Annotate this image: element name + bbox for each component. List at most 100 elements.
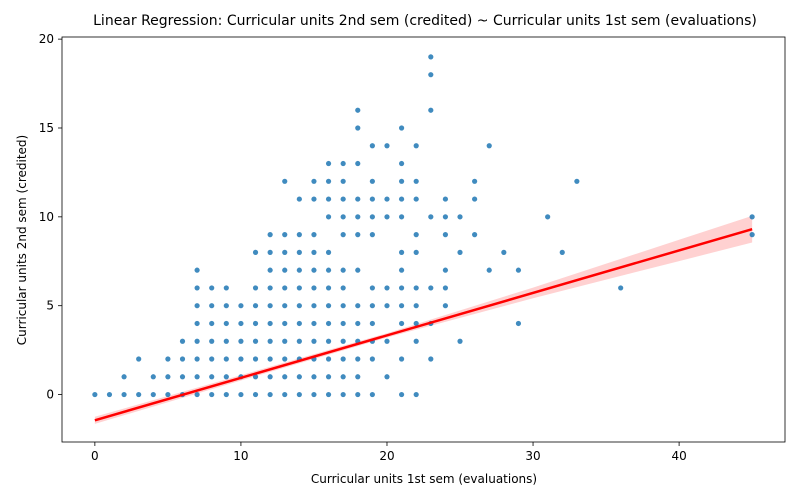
data-point <box>223 374 229 380</box>
data-point <box>311 338 317 344</box>
data-point <box>501 249 507 255</box>
data-point <box>369 391 375 398</box>
x-tick-label: 20 <box>379 449 394 463</box>
data-point <box>325 160 332 167</box>
data-point <box>340 356 346 362</box>
data-point <box>223 338 229 344</box>
y-tick-label: 5 <box>46 299 54 313</box>
data-point <box>369 214 375 220</box>
data-point <box>106 391 113 398</box>
data-point <box>355 320 361 327</box>
data-point <box>369 178 375 184</box>
data-point <box>238 356 244 362</box>
data-point <box>559 249 565 255</box>
data-point <box>325 196 332 202</box>
x-axis-label: Curricular units 1st sem (evaluations) <box>311 472 537 486</box>
data-point <box>209 303 215 309</box>
data-point <box>282 232 288 238</box>
data-point <box>282 178 288 184</box>
data-point <box>252 356 259 362</box>
data-point <box>355 356 361 362</box>
data-point <box>165 391 171 398</box>
y-tick-label: 0 <box>46 388 54 402</box>
x-axis: 0 10 20 30 40 <box>91 442 687 463</box>
data-point <box>325 374 332 380</box>
data-point <box>355 232 361 238</box>
data-point <box>296 196 302 202</box>
data-point <box>340 178 346 184</box>
data-point <box>355 374 361 380</box>
data-point <box>472 232 478 238</box>
data-point <box>267 249 273 255</box>
data-point <box>311 320 317 327</box>
data-point <box>515 267 522 273</box>
data-point <box>428 356 434 362</box>
data-point <box>267 320 273 327</box>
data-point <box>325 285 332 291</box>
data-point <box>311 267 317 273</box>
data-point <box>223 356 229 362</box>
data-point <box>413 391 419 398</box>
data-point <box>325 356 332 362</box>
data-point <box>209 374 215 380</box>
data-point <box>472 178 478 184</box>
data-point <box>398 160 405 167</box>
data-point <box>325 338 332 344</box>
data-point <box>311 374 317 380</box>
data-point <box>252 374 259 380</box>
data-point <box>150 374 156 380</box>
data-point <box>618 285 624 291</box>
data-point <box>267 338 273 344</box>
data-point <box>413 338 419 344</box>
data-point <box>252 303 259 309</box>
data-point <box>209 320 215 327</box>
data-point <box>209 356 215 362</box>
data-point <box>325 249 332 255</box>
data-point <box>267 391 273 398</box>
data-point <box>311 196 317 202</box>
data-point <box>369 285 375 291</box>
data-point <box>355 391 361 398</box>
data-point <box>194 303 200 309</box>
data-point <box>179 356 186 362</box>
data-point <box>428 214 434 220</box>
data-point <box>194 391 200 398</box>
data-point <box>282 356 288 362</box>
data-point <box>150 391 156 398</box>
data-point <box>340 214 346 220</box>
data-point <box>398 303 405 309</box>
data-point <box>398 391 405 398</box>
data-point <box>209 391 215 398</box>
data-point <box>413 196 419 202</box>
data-point <box>267 356 273 362</box>
data-point <box>194 374 200 380</box>
data-point <box>282 338 288 344</box>
data-point <box>486 143 492 149</box>
data-point <box>384 285 390 291</box>
data-point <box>442 196 449 202</box>
data-point <box>340 338 346 344</box>
data-point <box>238 320 244 327</box>
data-point <box>223 303 229 309</box>
data-point <box>398 285 405 291</box>
data-point <box>384 374 390 380</box>
data-point <box>311 391 317 398</box>
data-point <box>442 214 449 220</box>
data-point <box>296 338 302 344</box>
data-point <box>369 356 375 362</box>
data-point <box>398 196 405 202</box>
x-tick-label: 0 <box>91 449 99 463</box>
data-point <box>384 214 390 220</box>
data-point <box>194 267 200 273</box>
data-point <box>325 320 332 327</box>
data-point <box>325 178 332 184</box>
data-point <box>398 320 405 327</box>
data-point <box>413 285 419 291</box>
data-point <box>369 303 375 309</box>
data-point <box>355 267 361 273</box>
y-tick-label: 10 <box>39 210 54 224</box>
x-tick-label: 10 <box>233 449 248 463</box>
data-point <box>252 285 259 291</box>
data-point <box>267 267 273 273</box>
